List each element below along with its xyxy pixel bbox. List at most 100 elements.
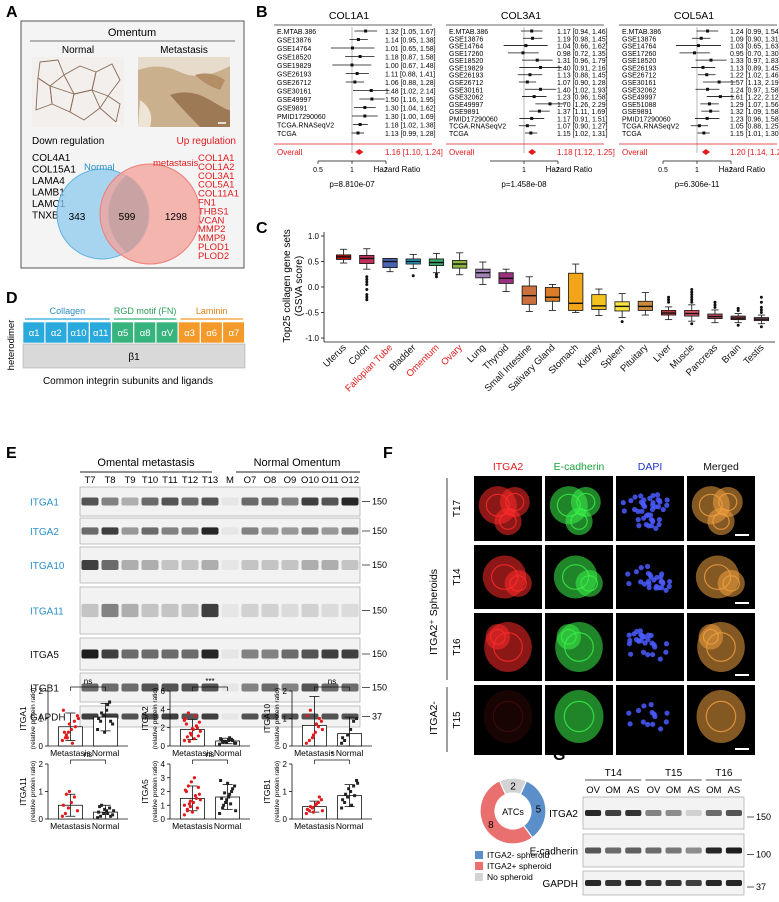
data-point [223, 739, 227, 743]
study-name: GSE26193 [622, 65, 656, 72]
data-point [195, 726, 199, 730]
study-ci-text: 1.24 [0.99, 1.54] [730, 29, 779, 36]
study-ci-text: 1.18 [0.87, 1.58] [385, 55, 436, 62]
hr-tick-label: 2 [729, 167, 733, 174]
data-point [196, 785, 200, 789]
data-point [311, 810, 315, 814]
study-name: PMID17290060 [622, 116, 671, 123]
band [645, 847, 662, 854]
data-point [61, 803, 65, 807]
up-gene-list: COL1A1COL1A2COL3A1COL5A1COL11A1FN1THBS1V… [198, 153, 239, 262]
band [181, 527, 199, 535]
study-name: GSE13876 [277, 38, 311, 45]
band [181, 559, 199, 571]
micrograph-merged-t15 [687, 685, 755, 755]
bar-y-tick: 1 [161, 801, 166, 810]
study-point [535, 58, 539, 62]
scale-bar [735, 748, 749, 750]
data-point [220, 796, 224, 800]
data-point [314, 802, 318, 806]
data-point [73, 725, 77, 729]
outlier [365, 295, 369, 299]
bar-ylabel-unit: (relative protein ratio) [274, 761, 281, 822]
band [625, 847, 642, 854]
study-point [548, 102, 552, 106]
band [101, 649, 119, 659]
g-mw-marker: 150 [756, 812, 771, 822]
data-point [230, 790, 234, 793]
g-group-label: T14 [605, 768, 623, 779]
overall-ci-text: 1.16 [1.10, 1.24] [385, 148, 443, 157]
box-spleen [614, 293, 630, 324]
outlier [690, 298, 694, 302]
data-point [319, 719, 323, 723]
band [261, 649, 279, 659]
band [321, 603, 339, 618]
integrin-caption: Common integrin subunits and ligands [43, 376, 213, 387]
data-point [70, 741, 74, 745]
data-point [100, 803, 104, 807]
data-point [65, 736, 69, 740]
study-point [696, 44, 700, 48]
band [121, 559, 139, 571]
bar-y-tick: 2 [283, 687, 288, 696]
band [341, 559, 359, 571]
bar-category-label: Metastasis [172, 748, 213, 758]
band [301, 603, 319, 618]
data-point [231, 787, 235, 791]
micrograph-e-cadherin-t17 [545, 476, 613, 541]
study-name: GSE19829 [277, 63, 311, 70]
forest-plot-col5a1: COL5A1 E.MTAB.386 1.24 [0.99, 1.54] GSE1387… [619, 10, 779, 189]
data-point [356, 781, 360, 785]
bar-y-tick: 3 [161, 774, 166, 783]
band [201, 559, 219, 571]
alpha-subunit-box [44, 321, 68, 344]
study-ci-text: 1.13 [0.88, 1.45] [557, 73, 608, 80]
study-point [532, 95, 536, 99]
g-lane-label: OV [647, 785, 661, 796]
micrograph-e-cadherin-t14 [545, 545, 613, 609]
data-point [218, 742, 222, 746]
significance-label: ns [84, 750, 92, 759]
col-normal-label: Normal [62, 45, 94, 56]
forest-pvalue: p=8.810e-07 [329, 180, 375, 189]
study-ci-text: 1.18 [1.02, 1.38] [385, 123, 436, 130]
blot-row-itga10: ITGA10 150 [30, 546, 387, 584]
box-uterus [336, 248, 352, 264]
study-name: E.MTAB.386 [622, 29, 661, 36]
data-point [190, 726, 194, 731]
study-name: GSE51088 [622, 102, 656, 109]
mw-marker: 150 [372, 560, 387, 570]
study-ci-text: 1.32 [1.09, 1.58] [730, 109, 779, 116]
outlier [411, 274, 415, 278]
panel-d: D heterodimer Collagen α1 α2 α10 α11 RGD moti… [6, 290, 246, 387]
data-point [66, 730, 70, 734]
data-point [346, 733, 350, 737]
band [141, 527, 159, 535]
hr-tick-label: 1 [350, 167, 354, 174]
y-tick-label: 1.0 [308, 232, 320, 241]
bar-y-tick: 2 [39, 760, 44, 769]
overall-ci-text: 1.18 [1.12, 1.25] [557, 148, 615, 157]
outlier [690, 300, 694, 304]
data-point [313, 730, 317, 734]
band [121, 683, 139, 692]
study-point [706, 29, 710, 33]
band [221, 603, 239, 618]
lane-label: T9 [124, 475, 135, 486]
box-fallopian-tube [382, 258, 398, 273]
study-point [531, 36, 535, 40]
data-point [112, 809, 116, 813]
data-point [67, 722, 71, 726]
band [141, 559, 159, 571]
lane-label: O11 [321, 475, 338, 486]
hr-tick-label: 2 [556, 167, 560, 174]
box-stomach [568, 263, 584, 313]
bar-y-tick: 0 [161, 742, 166, 751]
data-point [111, 813, 115, 817]
metastasis-histology-image [138, 57, 230, 127]
data-point [304, 741, 308, 745]
lane-label: T12 [182, 475, 198, 486]
micrograph-merged-t14 [687, 545, 755, 609]
